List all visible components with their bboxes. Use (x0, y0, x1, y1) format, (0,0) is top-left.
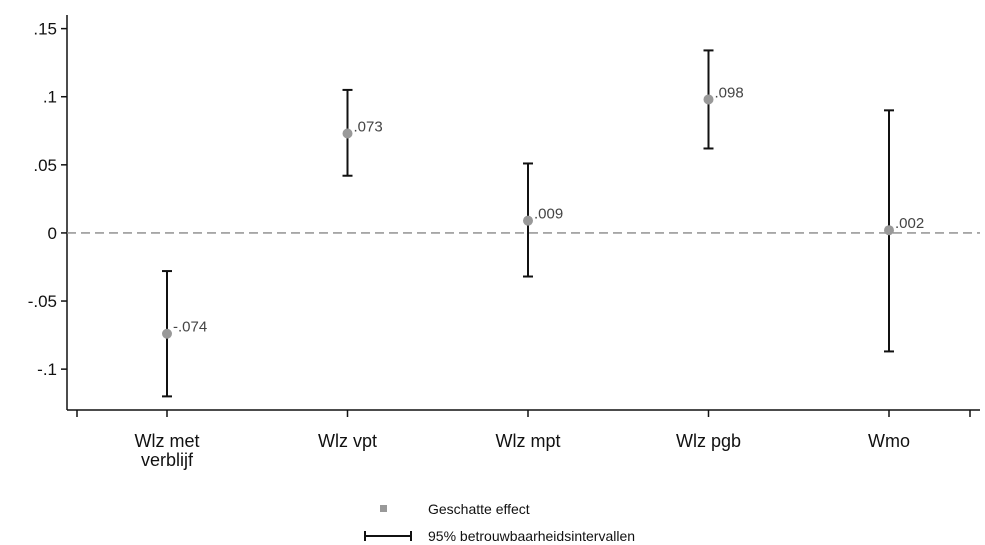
legend: Geschatte effect 95% betrouwbaarheidsint… (364, 501, 635, 544)
estimate-data-label: .009 (534, 206, 563, 223)
estimate-data-label: .002 (895, 215, 924, 232)
x-category-label: Wlz mpt (496, 431, 561, 451)
y-tick-label: .1 (43, 88, 57, 107)
legend-point-swatch (380, 505, 387, 512)
x-category-label-line: Wlz vpt (318, 431, 377, 451)
y-tick-label: .15 (33, 20, 57, 39)
estimate-data-label: -.074 (173, 319, 207, 336)
x-category-label-line: Wlz mpt (496, 431, 561, 451)
x-category-label-line: verblijf (141, 450, 194, 470)
estimate-point (342, 128, 353, 139)
y-tick-label: 0 (48, 224, 57, 243)
x-category-label: Wlz vpt (318, 431, 377, 451)
x-category-label-line: Wmo (868, 431, 910, 451)
y-tick-label: .05 (33, 156, 57, 175)
legend-entry-ci: 95% betrouwbaarheidsintervallen (428, 528, 635, 544)
x-category-label-line: Wlz met (135, 431, 200, 451)
estimate-point (703, 94, 714, 105)
y-tick-label: -.1 (37, 360, 57, 379)
estimate-data-label: .073 (354, 119, 383, 136)
x-category-label-line: Wlz pgb (676, 431, 741, 451)
x-category-label: Wmo (868, 431, 910, 451)
x-category-label: Wlz met verblijf (135, 431, 200, 470)
estimate-point (523, 215, 533, 226)
estimate-point (884, 225, 894, 236)
x-category-label: Wlz pgb (676, 431, 741, 451)
plot-area: -.1 -.05 0 .05 .1 .15 Wlz met verblijf Wlz vpt Wl… (28, 15, 980, 470)
estimate-point (162, 328, 172, 339)
legend-entry-estimate: Geschatte effect (428, 501, 530, 517)
y-tick-label: -.05 (28, 292, 57, 311)
estimate-data-label: .098 (715, 84, 744, 101)
